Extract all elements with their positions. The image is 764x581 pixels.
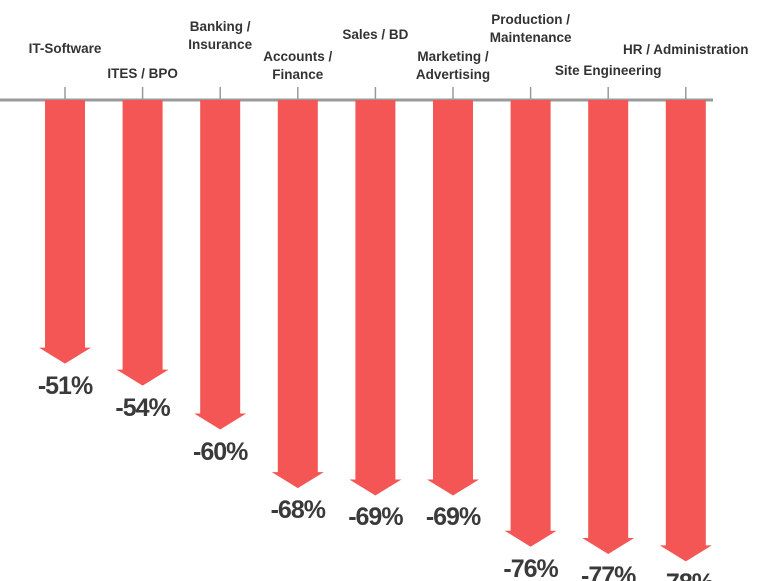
bar: [116, 100, 169, 386]
category-label: Site Engineering: [554, 63, 662, 78]
category-label: IT-Software: [28, 41, 102, 56]
value-label: -76%: [503, 554, 558, 581]
category-label: Banking / Insurance: [188, 19, 253, 52]
category-label: HR / Administration: [623, 42, 749, 57]
bar: [39, 100, 91, 364]
value-label: -78%: [659, 569, 714, 581]
value-label: -77%: [581, 562, 636, 581]
bar: [659, 100, 712, 562]
value-label: -51%: [37, 371, 93, 400]
value-label: -60%: [193, 437, 248, 466]
category-label: Sales / BD: [342, 27, 409, 42]
bar: [194, 100, 247, 430]
bar: [427, 100, 479, 496]
category-label: ITES / BPO: [107, 66, 178, 81]
bar: [582, 100, 635, 555]
bar: [271, 100, 324, 489]
value-label: -69%: [348, 503, 403, 532]
category-label: Production / Maintenance: [489, 12, 572, 45]
bar: [349, 100, 402, 496]
value-label: -69%: [425, 503, 481, 532]
value-label: -68%: [270, 496, 326, 525]
category-label: Marketing / Advertising: [415, 49, 491, 82]
bar: [504, 100, 557, 547]
category-label: Accounts / Finance: [263, 49, 333, 82]
value-label: -54%: [115, 393, 170, 422]
